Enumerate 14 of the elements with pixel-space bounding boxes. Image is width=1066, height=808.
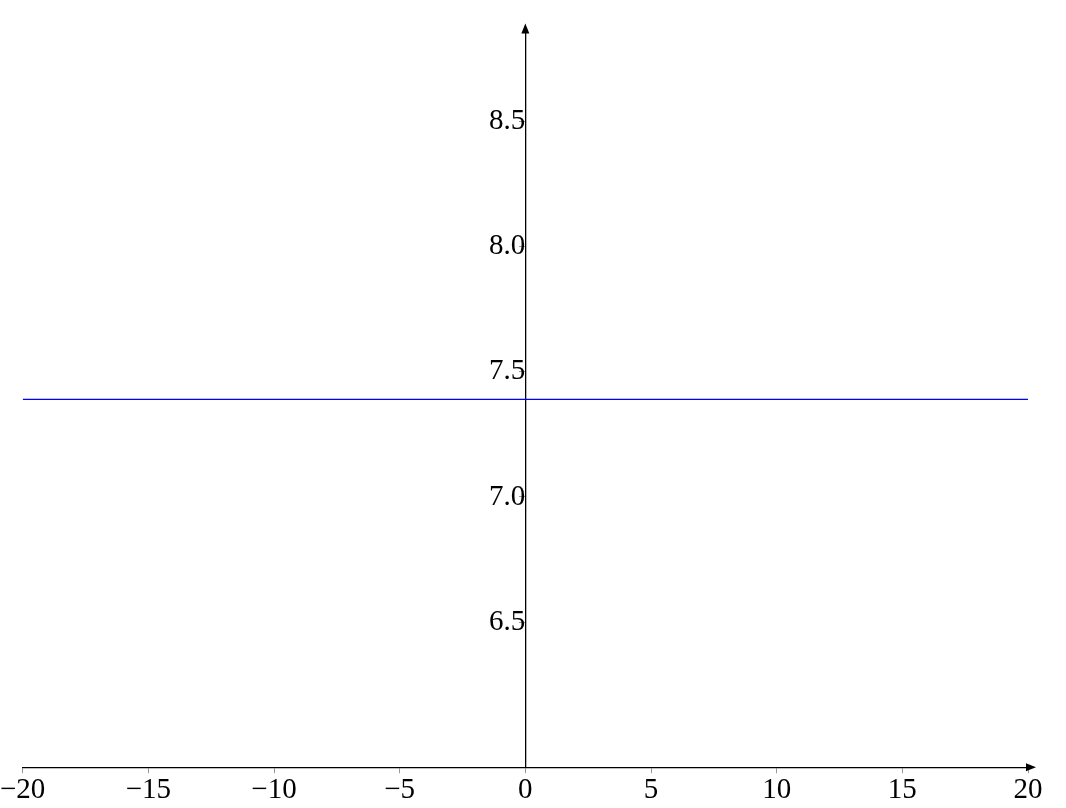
x-tick-label: −20: [0, 772, 46, 805]
x-tick-label: −5: [384, 772, 416, 805]
x-tick-label: 10: [762, 772, 792, 805]
x-tick-label: 15: [887, 772, 917, 805]
y-tick-label: 7.5: [489, 353, 526, 386]
y-tick-label: 7.0: [489, 478, 526, 511]
x-tick-label: 5: [643, 772, 659, 805]
y-tick-label: 8.0: [489, 228, 526, 261]
x-tick-label: −15: [125, 772, 172, 805]
x-tick-label: 0: [518, 772, 533, 805]
y-tick-label: 8.5: [489, 103, 526, 136]
x-tick-label: −10: [251, 772, 297, 805]
x-tick-label: 20: [1013, 772, 1043, 805]
y-tick-label: 6.5: [489, 603, 526, 636]
